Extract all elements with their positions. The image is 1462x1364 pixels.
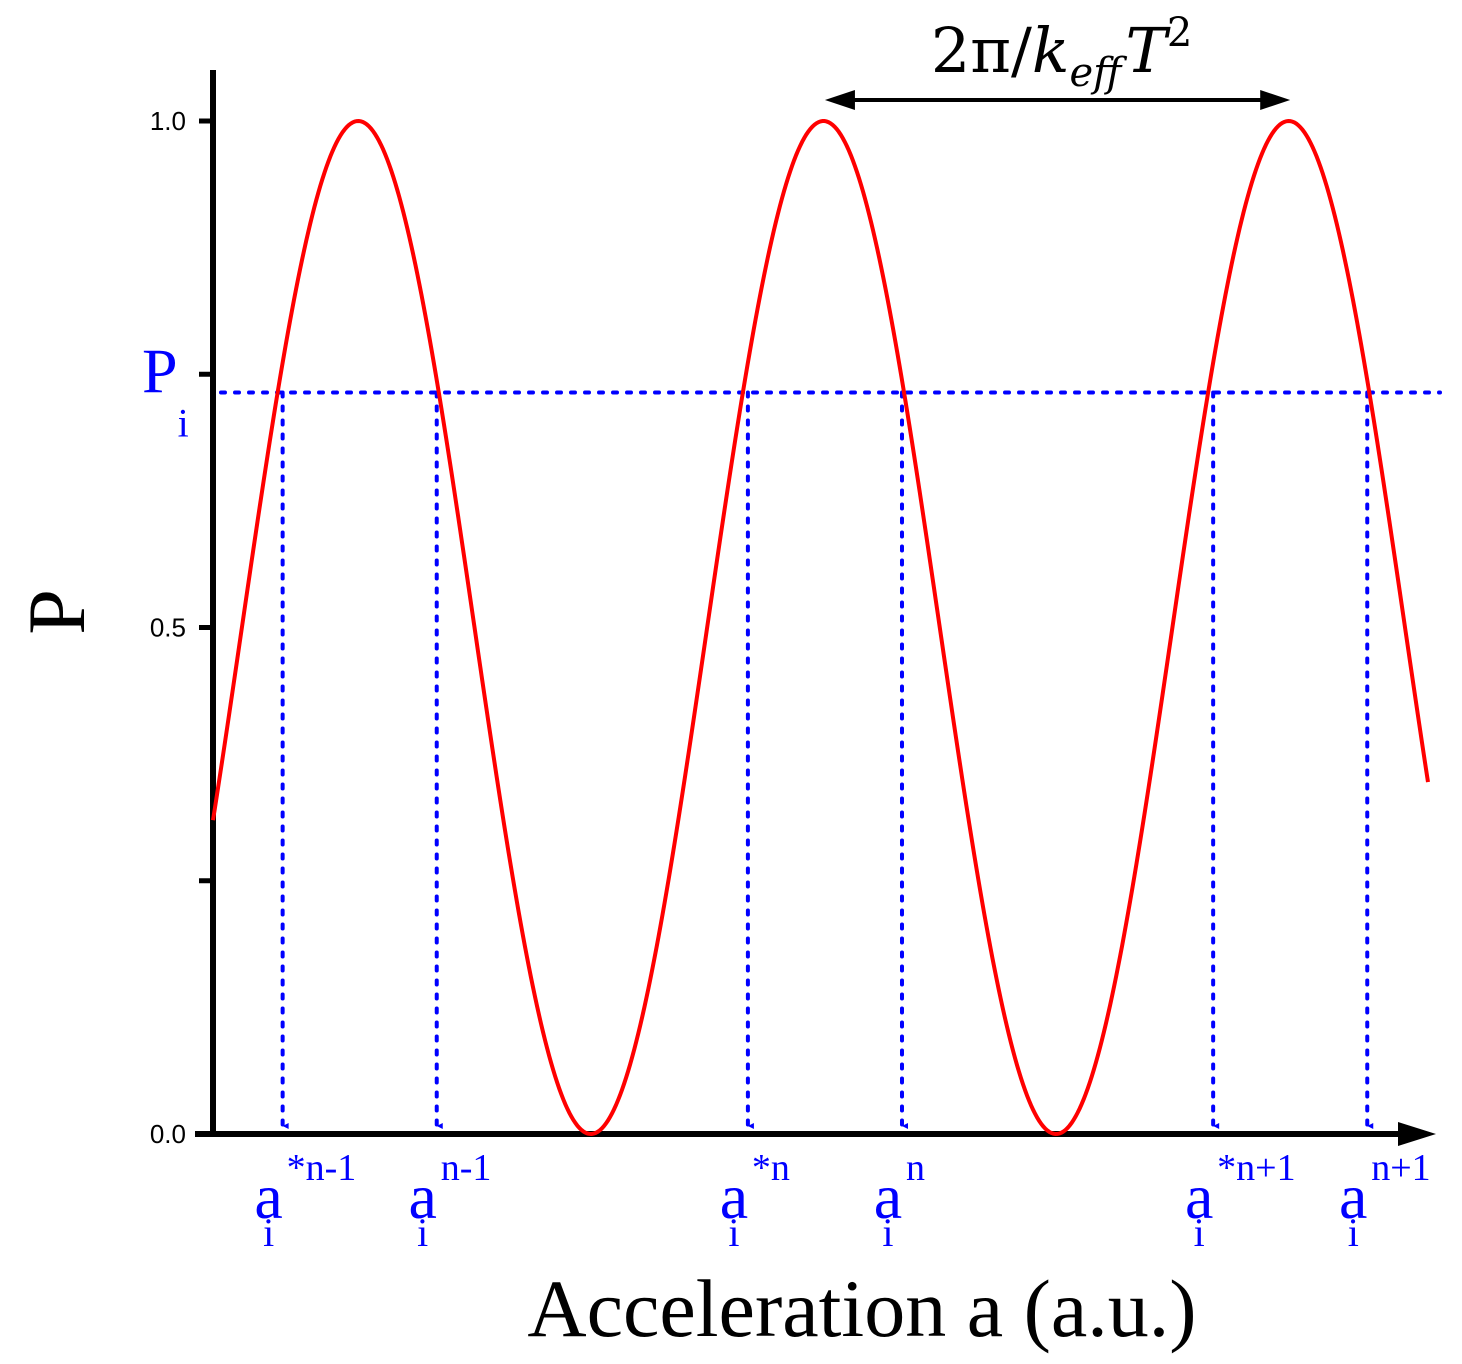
y-tick-label-2: 0.5 (150, 613, 186, 643)
point-label-base: a (874, 1161, 902, 1232)
point-label-sub: i (882, 1210, 893, 1255)
point-label-0: ai *n-1 (254, 1147, 356, 1255)
threshold-label-sub: i (178, 400, 189, 445)
point-label-sub: i (728, 1210, 739, 1255)
threshold-label: Pi (142, 335, 189, 445)
period-label-k-sub: eff (1069, 50, 1128, 96)
series-curve (211, 119, 1430, 1136)
point-label-sup: *n+1 (1217, 1147, 1295, 1189)
y-tick-label-4: 1.0 (150, 106, 186, 136)
period-annotation: 2π/keffT2 (824, 10, 1291, 110)
y-tick-label-0: 0.0 (150, 1119, 186, 1149)
point-label-3: ain (874, 1147, 925, 1255)
point-label-base: a (1185, 1161, 1213, 1232)
point-label-1: ai n-1 (409, 1147, 492, 1255)
y-axis-label: P (11, 589, 102, 635)
period-label-k: k (1032, 14, 1070, 87)
period-arrow-left (824, 90, 855, 110)
point-label-2: ai *n (720, 1147, 790, 1255)
y-ticks: 0.0 0.5 1.0 (150, 106, 213, 1149)
point-labels: ai*n-1 ain-1 ai*n ain ai*n+1 ain+1 (254, 1147, 1430, 1255)
x-axis-arrowhead (1398, 1122, 1436, 1146)
point-label-base: a (1339, 1161, 1367, 1232)
period-label-coef: 2π/ (931, 14, 1032, 87)
point-label-base: a (720, 1161, 748, 1232)
axes (195, 70, 1436, 1146)
point-label-sup: n-1 (441, 1147, 492, 1189)
point-label-4: ai *n+1 (1185, 1147, 1296, 1255)
point-label-sup: n+1 (1371, 1147, 1430, 1189)
point-label-base: a (409, 1161, 437, 1232)
x-axis-label: Acceleration a (a.u.) (527, 1263, 1196, 1354)
point-label-sup: *n (752, 1147, 790, 1189)
threshold-label-base: P (142, 335, 178, 406)
point-label-sup: *n-1 (287, 1147, 357, 1189)
point-label-5: ai n+1 (1339, 1147, 1431, 1255)
period-label: 2π/keffT2 (931, 10, 1193, 96)
point-label-sub: i (263, 1210, 274, 1255)
point-label-sub: i (417, 1210, 428, 1255)
period-label-t: T (1126, 14, 1172, 87)
guide-lines (219, 390, 1442, 1129)
period-label-t-sup: 2 (1167, 10, 1192, 56)
point-label-sub: i (1194, 1210, 1205, 1255)
point-label-base: a (254, 1161, 282, 1232)
period-arrow-right (1260, 90, 1291, 110)
point-label-sup: n (906, 1147, 925, 1189)
point-label-sub: i (1348, 1210, 1359, 1255)
